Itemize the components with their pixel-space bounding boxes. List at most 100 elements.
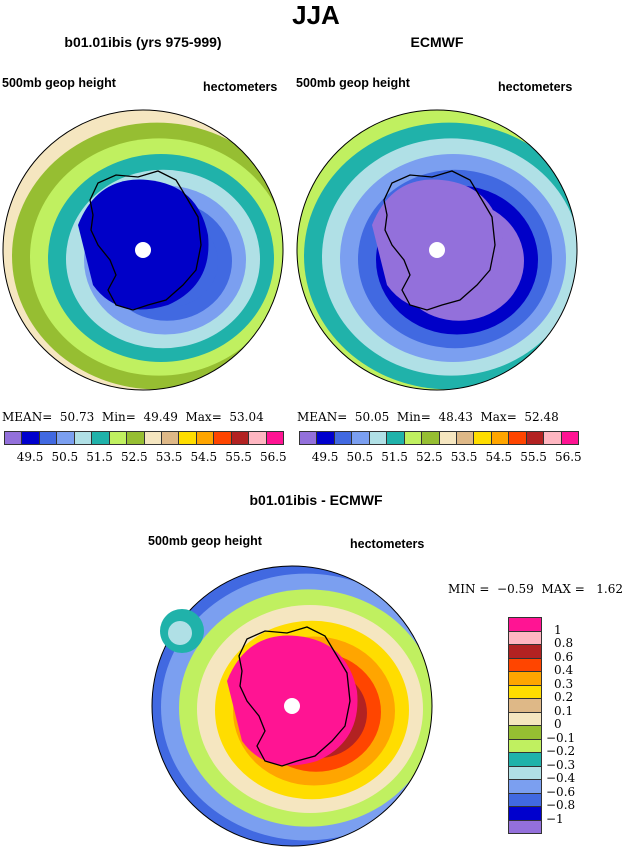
max-label: MAX = [541,582,585,596]
colorbar-swatch [526,432,545,444]
pole-marker [135,242,151,258]
colorbar-swatch [509,793,541,807]
colorbar-tick-label: 0.6 [554,649,574,664]
diff-title: b01.01ibis - ECMWF [249,492,383,508]
colorbar-tick-label: 0.8 [554,636,574,650]
colorbar-swatch [456,432,475,444]
colorbar-swatch [509,645,541,659]
colorbar-swatch [544,432,562,444]
pole-marker [429,242,445,258]
max-value: 1.62 [596,582,624,596]
colorbar-tick-label: 56.5 [259,450,287,464]
colorbar-swatch [509,726,541,740]
colorbar-swatch [317,432,335,444]
diff-units: hectometers [350,537,425,551]
panel-title-obs: ECMWF [410,34,464,50]
colorbar-tick-label: 52.5 [415,450,443,464]
colorbar-swatch [422,432,440,444]
colorbar-swatch [127,432,145,444]
colorbar-model [4,431,284,445]
colorbar-tick-label: −1 [546,811,564,826]
colorbar-swatch [404,432,423,444]
colorbar-tick-label: 0.4 [554,663,574,677]
min-value: 48.43 [438,410,473,424]
panel-variable-obs: 500mb geop height [296,76,410,90]
colorbar-tick-label: 54.5 [485,450,513,464]
colorbar-swatch [92,432,110,444]
panel-units-obs: hectometers [498,80,573,94]
min-value: −0.59 [497,582,534,596]
polar-map-difference [151,565,433,847]
min-label: Min= [101,410,136,424]
diff-minmax: MIN = −0.59 MAX = 1.62 [448,582,623,596]
panel-units-model: hectometers [203,80,278,94]
colorbar-swatch [509,685,541,699]
stats-model: MEAN= 50.73 Min= 49.49 Max= 53.04 [2,410,264,424]
colorbar-tick-label: −0.3 [546,757,576,772]
mean-value: 50.73 [59,410,95,424]
polar-map-obs [296,109,578,391]
colorbar-swatch [214,432,232,444]
contour-fill [152,566,432,846]
colorbar-swatch [509,631,541,645]
colorbar-tick-label: 0.1 [554,703,574,718]
colorbar-tick-label: −0.8 [546,798,576,812]
colorbar-obs [299,431,579,445]
colorbar-swatch [509,712,541,726]
colorbar-swatch [231,432,250,444]
antarctica-coastline [383,170,496,311]
colorbar-swatch [509,807,541,821]
colorbar-swatch [352,432,370,444]
map-boundary [151,565,433,847]
min-label: Min= [396,410,431,424]
colorbar-tick-label: 49.5 [16,450,44,464]
colorbar-swatch [369,432,388,444]
diff-variable: 500mb geop height [148,534,262,548]
map-boundary [2,109,284,391]
colorbar-swatch [509,739,541,753]
colorbar-tick-label: 0 [554,717,562,731]
colorbar-swatch [39,432,58,444]
colorbar-tick-label: −0.6 [546,784,576,799]
colorbar-tick-label: 50.5 [51,450,79,464]
mean-label: MEAN= [297,410,348,424]
stats-obs: MEAN= 50.05 Min= 48.43 Max= 52.48 [297,410,559,424]
colorbar-swatch [509,658,541,672]
colorbar-tick-label: 0.3 [554,676,574,691]
colorbar-swatch [509,753,541,767]
colorbar-tick-label: 49.5 [311,450,339,464]
colorbar-swatch [109,432,128,444]
colorbar-swatch [509,820,541,833]
colorbar-swatch [196,432,215,444]
max-value: 52.48 [524,410,559,424]
min-value: 49.49 [143,410,178,424]
pole-marker [284,698,300,714]
colorbar-tick-label: −0.1 [546,730,576,745]
contour-fill [297,110,577,390]
colorbar-labels-difference: 1 0.8 0.6 0.4 0.3 0.2 0.1 0 −0.1 −0.2 −0.3 −0.4 −0.6… [546,617,596,837]
colorbar-tick-label: 56.5 [554,450,582,464]
colorbar-tick-label: 53.5 [155,450,183,464]
panel-title-model: b01.01ibis (yrs 975-999) [64,34,222,50]
colorbar-swatch [5,432,23,444]
colorbar-swatch [561,432,578,444]
mean-label: MEAN= [2,410,53,424]
colorbar-swatch [509,780,541,794]
colorbar-tick-label: 55.5 [225,450,252,464]
max-label: Max= [480,410,517,424]
contour-anomaly [168,621,192,645]
min-label: MIN = [448,582,490,596]
max-value: 53.04 [229,410,264,424]
colorbar-swatch [300,432,318,444]
antarctica-coastline [89,170,202,311]
contour-fill [3,110,283,390]
colorbar-swatch [74,432,93,444]
colorbar-swatch [509,432,527,444]
mean-value: 50.05 [354,410,390,424]
colorbar-tick-label: 1 [554,622,562,637]
map-boundary [296,109,578,391]
colorbar-tick-label: 52.5 [120,450,148,464]
colorbar-swatch [144,432,162,444]
colorbar-swatch [266,432,283,444]
antarctica-coastline [238,626,351,767]
